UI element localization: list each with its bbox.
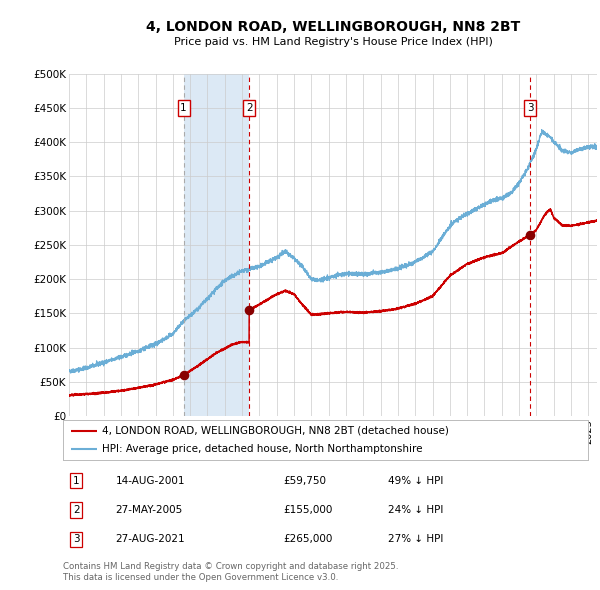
Text: 27-AUG-2021: 27-AUG-2021: [115, 535, 185, 544]
Point: [179, 371, 188, 380]
Text: 3: 3: [527, 103, 534, 113]
Text: Contains HM Land Registry data © Crown copyright and database right 2025.: Contains HM Land Registry data © Crown c…: [63, 562, 398, 571]
Text: 27% ↓ HPI: 27% ↓ HPI: [389, 535, 444, 544]
Text: Price paid vs. HM Land Registry's House Price Index (HPI): Price paid vs. HM Land Registry's House …: [173, 38, 493, 47]
Text: £155,000: £155,000: [284, 505, 333, 515]
Text: 3: 3: [73, 535, 79, 544]
Text: 27-MAY-2005: 27-MAY-2005: [115, 505, 183, 515]
Text: £59,750: £59,750: [284, 476, 326, 486]
Text: 2: 2: [246, 103, 253, 113]
Text: £265,000: £265,000: [284, 535, 333, 544]
Text: 49% ↓ HPI: 49% ↓ HPI: [389, 476, 444, 486]
Text: 1: 1: [180, 103, 187, 113]
Text: This data is licensed under the Open Government Licence v3.0.: This data is licensed under the Open Gov…: [63, 572, 338, 582]
Text: 14-AUG-2001: 14-AUG-2001: [115, 476, 185, 486]
Text: 1: 1: [73, 476, 79, 486]
Text: 24% ↓ HPI: 24% ↓ HPI: [389, 505, 444, 515]
Bar: [184, 74, 249, 416]
Point: [526, 230, 535, 240]
Text: 4, LONDON ROAD, WELLINGBOROUGH, NN8 2BT (detached house): 4, LONDON ROAD, WELLINGBOROUGH, NN8 2BT …: [103, 426, 449, 436]
Text: 4, LONDON ROAD, WELLINGBOROUGH, NN8 2BT: 4, LONDON ROAD, WELLINGBOROUGH, NN8 2BT: [146, 19, 520, 34]
Point: [244, 305, 254, 314]
Text: HPI: Average price, detached house, North Northamptonshire: HPI: Average price, detached house, Nort…: [103, 444, 423, 454]
Text: 2: 2: [73, 505, 79, 515]
